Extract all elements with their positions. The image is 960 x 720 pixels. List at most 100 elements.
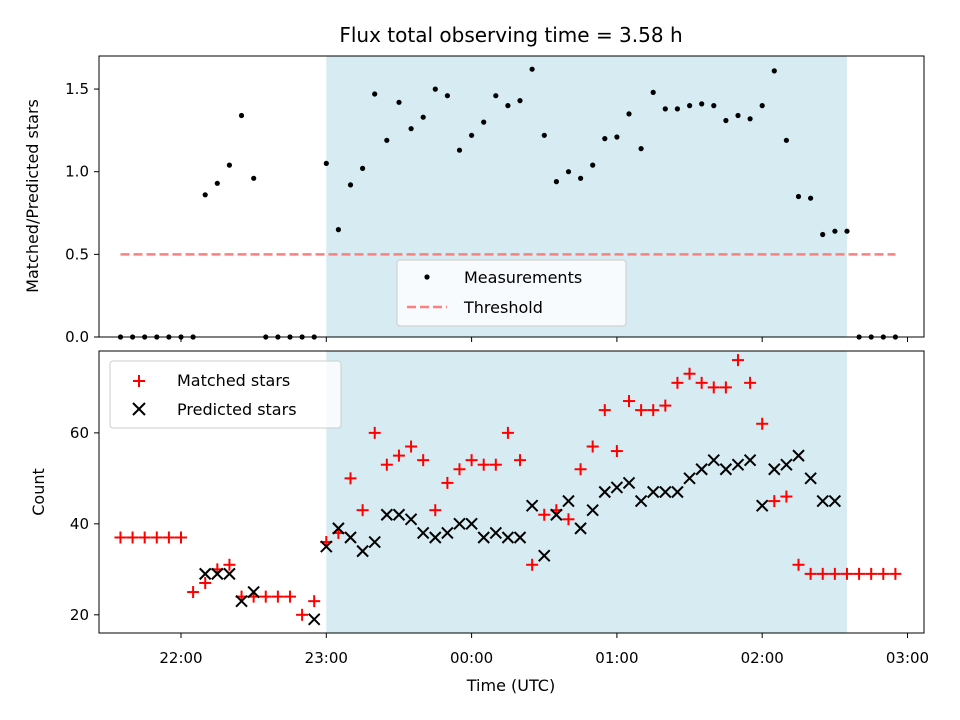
predicted-star-point [332, 522, 345, 535]
matched-star-point [526, 558, 539, 571]
measurement-point [408, 126, 414, 132]
predicted-star-point [550, 508, 563, 521]
matched-star-point [683, 367, 696, 380]
predicted-star-point [356, 544, 369, 558]
measurement-point [323, 160, 329, 166]
measurement-point [795, 193, 802, 200]
predicted-star-point [368, 535, 381, 549]
predicted-star-point [429, 531, 442, 544]
measurement-point [251, 175, 257, 181]
measurement-point [820, 231, 826, 238]
top-legend-box [396, 259, 627, 327]
matched-star-point [695, 376, 708, 389]
predicted-star-point [223, 567, 236, 581]
matched-star-point [610, 445, 623, 458]
matched-star-point [150, 531, 163, 544]
matched-star-point [877, 567, 890, 580]
measurement-point [493, 93, 499, 99]
measurement-point [529, 66, 535, 72]
predicted-star-point [501, 531, 515, 544]
measurement-point [541, 132, 547, 138]
predicted-star-point [562, 494, 575, 508]
predicted-star-point [199, 567, 212, 581]
predicted-star-point [780, 458, 793, 471]
predicted-star-point [307, 613, 321, 626]
matched-star-point [429, 504, 442, 517]
matched-star-point [296, 608, 309, 621]
predicted-star-point [792, 449, 805, 462]
matched-star-points [114, 354, 902, 621]
matched-star-point [380, 458, 393, 471]
matched-star-point [731, 354, 744, 367]
top-y-ticks: 0.0 0.5 1.0 1.5 [65, 80, 99, 346]
measurement-point [565, 169, 572, 175]
predicted-star-point [247, 585, 260, 599]
predicted-star-point [525, 499, 539, 512]
matched-star-point [175, 531, 187, 544]
matched-star-point [489, 458, 502, 471]
top-y-axis-label: Matched/Predicted stars [23, 99, 42, 293]
predicted-star-point [441, 526, 454, 540]
predicted-star-point [380, 508, 394, 521]
x-tick-label: 03:00 [886, 649, 929, 667]
predicted-star-point [538, 549, 551, 562]
matched-star-point [828, 567, 841, 580]
matched-star-point [816, 567, 829, 580]
matched-star-point [283, 590, 296, 603]
top-y-tick-label: 0.5 [65, 245, 89, 263]
matched-star-point [392, 449, 405, 462]
measurement-point [699, 101, 705, 107]
matched-star-point [465, 454, 478, 467]
chart-title: Flux total observing time = 3.58 h [339, 23, 682, 47]
measurement-point [783, 137, 790, 143]
legend-matched-marker [133, 375, 145, 387]
matched-star-point [417, 454, 430, 467]
matched-star-point [671, 376, 684, 389]
measurement-point [347, 182, 354, 188]
top-legend: Measurements Threshold [396, 259, 627, 327]
predicted-star-point [416, 526, 430, 540]
matched-star-point [538, 508, 551, 521]
matched-star-point [356, 504, 369, 517]
top-y-tick-label: 1.5 [65, 80, 89, 98]
matched-star-point [719, 381, 732, 394]
x-tick-label: 02:00 [741, 649, 784, 667]
predicted-star-point [731, 458, 745, 471]
predicted-star-point [622, 476, 636, 490]
predicted-star-point [768, 463, 781, 476]
predicted-star-point [574, 522, 587, 535]
predicted-star-point [659, 485, 672, 499]
predicted-star-point [707, 453, 720, 467]
matched-star-point [780, 490, 793, 503]
bottom-y-ticks: 20 40 60 [70, 424, 99, 624]
predicted-star-point [453, 517, 466, 531]
bottom-y-tick-label: 20 [70, 606, 89, 624]
measurement-point [384, 137, 390, 143]
bottom-plot-frame [98, 350, 925, 634]
measurement-point [602, 136, 608, 142]
matched-star-point [792, 558, 805, 571]
measurement-point [420, 114, 426, 120]
predicted-star-point [344, 531, 357, 544]
top-x-ticks [180, 337, 908, 342]
top-panel: Flux total observing time = 3.58 h 0.00.… [23, 23, 925, 346]
measurement-point [226, 162, 232, 168]
matched-star-point [865, 567, 878, 580]
measurement-point [517, 98, 523, 104]
matched-star-point [271, 590, 284, 603]
bottom-y-tick-label: 60 [70, 424, 89, 442]
predicted-star-point [804, 472, 817, 485]
legend-measurements-marker [424, 274, 430, 280]
measurement-point [360, 165, 366, 171]
predicted-star-point [477, 531, 490, 544]
predicted-star-point [647, 485, 660, 499]
legend-predicted-label: Predicted stars [177, 400, 297, 419]
predicted-star-point [586, 503, 599, 517]
measurement-point [638, 146, 644, 152]
predicted-star-point [513, 531, 527, 544]
measurement-point [723, 117, 729, 124]
top-y-tick-label: 1.0 [65, 163, 89, 181]
predicted-star-point [211, 567, 224, 581]
top-plot-frame [98, 55, 925, 338]
matched-star-point [889, 567, 902, 580]
